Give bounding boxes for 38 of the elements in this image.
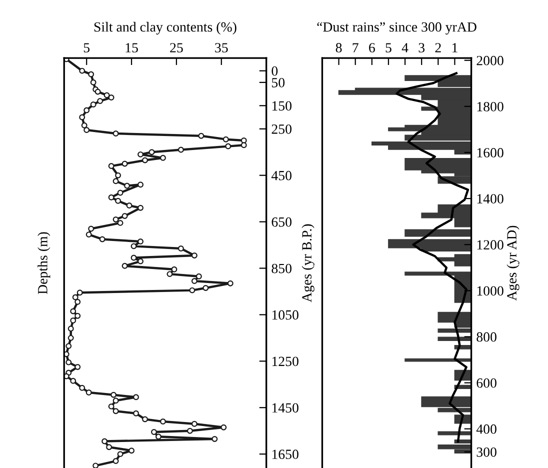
y-tick-label: 400 xyxy=(476,424,496,434)
x-tick-label: 8 xyxy=(336,43,342,52)
y-tick-label: 2000 xyxy=(476,56,504,66)
y-tick-label: 1600 xyxy=(477,148,504,158)
y-axis-title: Ages (yr AD) xyxy=(506,226,520,301)
y-tick-label: 800 xyxy=(476,332,496,342)
x-tick-label: 35 xyxy=(215,43,228,52)
x-tick-label: 5 xyxy=(386,43,392,52)
y-tick-label: 850 xyxy=(272,264,292,274)
x-tick-label: 5 xyxy=(84,43,90,52)
x-tick-label: 6 xyxy=(369,43,375,52)
x-tick-label: 4 xyxy=(402,43,408,52)
y-tick-label: 600 xyxy=(476,378,496,388)
y-tick-label: 1050 xyxy=(272,310,298,320)
y-tick-label: 1250 xyxy=(272,356,298,366)
x-tick-label: 2 xyxy=(435,43,441,52)
y-axis-title: Ages (yr B.P.) xyxy=(302,224,314,302)
x-axis-title: Silt and clay contents (%) xyxy=(94,22,236,35)
y-tick-label: 1800 xyxy=(477,102,504,112)
y-tick-label: 1200 xyxy=(477,240,504,250)
x-tick-label: 25 xyxy=(170,43,183,52)
x-tick-label: 15 xyxy=(126,43,138,52)
y-tick-label: 450 xyxy=(271,170,292,180)
text: Depths (m) xyxy=(38,232,50,294)
y-tick-label: 250 xyxy=(272,124,292,134)
x-tick-label: 7 xyxy=(352,43,358,52)
y-tick-label: 650 xyxy=(272,217,292,227)
y-tick-label: 1400 xyxy=(477,194,504,204)
x-tick-label: 1 xyxy=(452,43,458,52)
y-tick-label: 150 xyxy=(272,101,292,111)
x-tick-label: 3 xyxy=(418,43,425,52)
x-axis-title: “Dust rains” since 300 yrAD xyxy=(317,22,476,35)
y-tick-label: 300 xyxy=(476,447,496,457)
y-tick-label: 50 xyxy=(272,78,285,88)
y-tick-label: 1450 xyxy=(272,403,298,413)
y-tick-label: 1000 xyxy=(477,286,504,296)
y-tick-label: 1650 xyxy=(272,450,298,460)
y-tick-label: 0 xyxy=(272,66,278,76)
